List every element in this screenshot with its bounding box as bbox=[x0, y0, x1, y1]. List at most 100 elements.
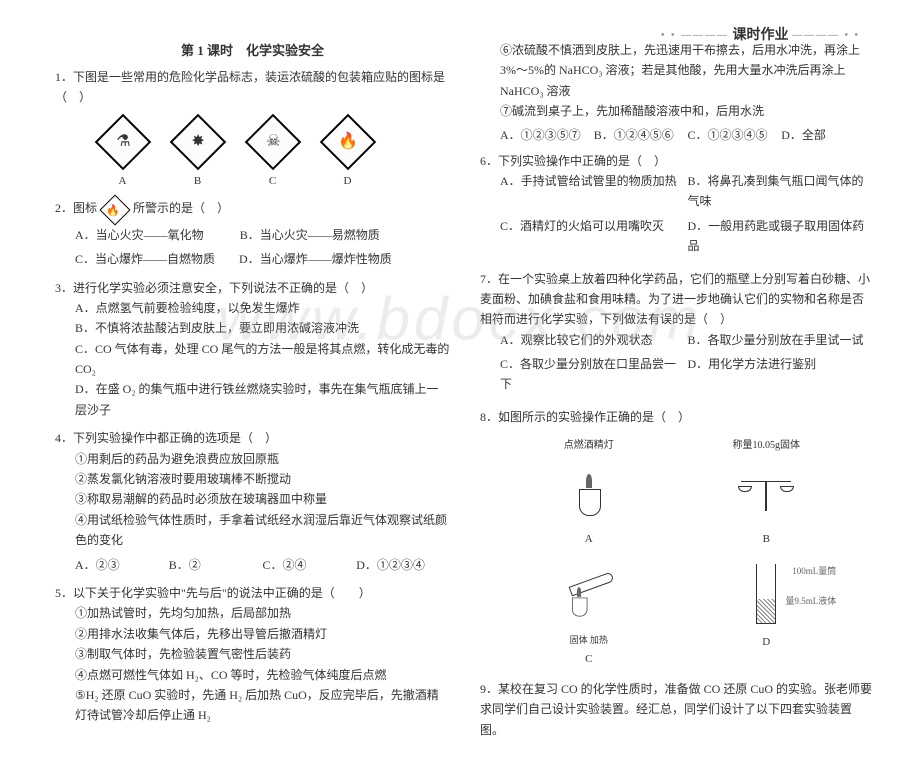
q2-post: 所警示的是（ ） bbox=[133, 201, 229, 215]
deco-right: ———— • • bbox=[792, 30, 860, 41]
header-title: 课时作业 bbox=[732, 28, 788, 43]
fig-d-label: D bbox=[706, 633, 826, 652]
q4-sub-2: ②蒸发氯化钠溶液时要用玻璃棒不断搅动 bbox=[75, 469, 450, 489]
q7-stem: 7．在一个实验桌上放着四种化学药品，它们的瓶壁上分别写着白砂糖、小麦面粉、加碘食… bbox=[480, 269, 875, 330]
q5-sub-6: ⑥浓硫酸不慎洒到皮肤上，先迅速用干布擦去，后用水冲洗，再涂上 3%～5%的 Na… bbox=[500, 40, 875, 101]
question-1: 1．下图是一些常用的危险化学品标志，装运浓硫酸的包装箱应贴的图标是（ ） ⚗ A… bbox=[55, 67, 450, 190]
fig-a-caption: 点燃酒精灯 bbox=[529, 437, 649, 454]
fig-b: 称量10.05g固体 B bbox=[706, 437, 826, 549]
q5-sub-2: ②用排水法收集气体后，先移出导管后撤酒精灯 bbox=[75, 624, 450, 644]
q2-options: A．当心火灾——氧化物 B．当心火灾——易燃物质 C．当心爆炸——自燃物质 D．… bbox=[75, 225, 450, 270]
q7-opt-b: B．各取少量分别放在手里试一试 bbox=[688, 330, 876, 350]
q8-stem: 8．如图所示的实验操作正确的是（ ） bbox=[480, 407, 875, 427]
q6-opt-a: A．手持试管给试管里的物质加热 bbox=[500, 171, 688, 212]
q3-opt-c: C．CO 气体有毒，处理 CO 尾气的方法一般是将其点燃，转化成无毒的 CO₂ bbox=[75, 339, 450, 380]
q6-opt-d: D．一般用药匙或镊子取用固体药品 bbox=[688, 216, 876, 257]
heat-tube-icon bbox=[549, 559, 629, 629]
question-6: 6．下列实验操作中正确的是（ ） A．手持试管给试管里的物质加热 B．将鼻孔凑到… bbox=[480, 151, 875, 261]
q4-opt-c: C．②④ bbox=[263, 555, 357, 575]
q5-opt-d: D．全部 bbox=[781, 126, 875, 143]
fig-c-label: C bbox=[529, 650, 649, 669]
q4-options: A．②③ B．② C．②④ D．①②③④ bbox=[75, 555, 450, 575]
q2-stem: 2．图标 所警示的是（ ） bbox=[55, 198, 450, 220]
inline-hazard-icon bbox=[99, 194, 130, 225]
q9-stem: 9．某校在复习 CO 的化学性质时，准备做 CO 还原 CuO 的实验。张老师要… bbox=[480, 679, 875, 740]
q4-opt-a: A．②③ bbox=[75, 555, 169, 575]
deco-left: • • ———— bbox=[661, 30, 729, 41]
question-7: 7．在一个实验桌上放着四种化学药品，它们的瓶壁上分别写着白砂糖、小麦面粉、加碘食… bbox=[480, 269, 875, 399]
left-column: 第 1 课时 化学实验安全 1．下图是一些常用的危险化学品标志，装运浓硫酸的包装… bbox=[40, 40, 465, 748]
question-2: 2．图标 所警示的是（ ） A．当心火灾——氧化物 B．当心火灾——易燃物质 C… bbox=[55, 198, 450, 269]
q1-stem: 1．下图是一些常用的危险化学品标志，装运浓硫酸的包装箱应贴的图标是（ ） bbox=[55, 67, 450, 108]
diamond-explosive-icon: ✸ bbox=[169, 113, 226, 170]
hazard-d: 🔥 D bbox=[323, 116, 373, 191]
q4-sub-1: ①用剩后的药品为避免浪费应放回原瓶 bbox=[75, 449, 450, 469]
fig-a-label: A bbox=[529, 530, 649, 549]
diamond-toxic-icon: ☠ bbox=[244, 113, 301, 170]
q3-opt-b: B．不慎将浓盐酸沾到皮肤上，要立即用浓碱溶液冲洗 bbox=[75, 318, 450, 338]
q5-stem: 5．以下关于化学实验中"先与后"的说法中正确的是（ ） bbox=[55, 583, 450, 603]
lamp-icon bbox=[549, 456, 629, 526]
q5-opt-b: B．①②④⑤⑥ bbox=[594, 126, 688, 143]
hazard-icons-row: ⚗ A ✸ B ☠ C 🔥 D bbox=[85, 116, 385, 191]
q2-opt-a: A．当心火灾——氧化物 bbox=[75, 228, 204, 242]
fig-d-cap1: 100mL量筒 bbox=[792, 564, 836, 579]
q4-opt-d: D．①②③④ bbox=[356, 555, 450, 575]
question-4: 4．下列实验操作中都正确的选项是（ ） ①用剩后的药品为避免浪费应放回原瓶 ②蒸… bbox=[55, 428, 450, 575]
hazard-b: ✸ B bbox=[173, 116, 223, 191]
fig-d: 100mL量筒 量9.5mL液体 D bbox=[706, 559, 826, 669]
q5-options: A．①②③⑤⑦ B．①②④⑤⑥ C．①②③④⑤ D．全部 bbox=[500, 126, 875, 143]
q3-stem: 3．进行化学实验必须注意安全，下列说法不正确的是（ ） bbox=[55, 278, 450, 298]
q7-opt-d: D．用化学方法进行鉴别 bbox=[688, 354, 876, 395]
q6-opt-b: B．将鼻孔凑到集气瓶口闻气体的气味 bbox=[688, 171, 876, 212]
q2-pre: 2．图标 bbox=[55, 201, 97, 215]
fig-a: 点燃酒精灯 A bbox=[529, 437, 649, 549]
q5-opt-c: C．①②③④⑤ bbox=[688, 126, 782, 143]
fig-d-cap2: 量9.5mL液体 bbox=[786, 594, 837, 609]
hazard-c: ☠ C bbox=[248, 116, 298, 191]
q6-options: A．手持试管给试管里的物质加热 B．将鼻孔凑到集气瓶口闻气体的气味 C．酒精灯的… bbox=[500, 171, 875, 261]
q5-sub-3: ③制取气体时，先检验装置气密性后装药 bbox=[75, 644, 450, 664]
q6-stem: 6．下列实验操作中正确的是（ ） bbox=[480, 151, 875, 171]
balance-icon bbox=[726, 456, 806, 526]
diamond-corrosive-icon: ⚗ bbox=[94, 113, 151, 170]
cylinder-icon: 100mL量筒 量9.5mL液体 bbox=[726, 559, 806, 629]
question-9: 9．某校在复习 CO 的化学性质时，准备做 CO 还原 CuO 的实验。张老师要… bbox=[480, 679, 875, 740]
q7-opt-a: A．观察比较它们的外观状态 bbox=[500, 330, 688, 350]
q7-opt-c: C．各取少量分别放在口里品尝一下 bbox=[500, 354, 688, 395]
fig-c: 固体 加热 C bbox=[529, 559, 649, 669]
q4-sub-3: ③称取易潮解的药品时必须放在玻璃器皿中称量 bbox=[75, 489, 450, 509]
diamond-flammable-icon: 🔥 bbox=[319, 113, 376, 170]
q7-options: A．观察比较它们的外观状态 B．各取少量分别放在手里试一试 C．各取少量分别放在… bbox=[500, 330, 875, 399]
lesson-title: 第 1 课时 化学实验安全 bbox=[55, 40, 450, 59]
question-5: 5．以下关于化学实验中"先与后"的说法中正确的是（ ） ①加热试管时，先均匀加热… bbox=[55, 583, 450, 726]
q5-sub-1: ①加热试管时，先均匀加热，后局部加热 bbox=[75, 603, 450, 623]
q4-opt-b: B．② bbox=[169, 555, 263, 575]
fig-row-1: 点燃酒精灯 A 称量10.05g固体 B bbox=[500, 437, 855, 549]
q2-opt-c: C．当心爆炸——自燃物质 bbox=[75, 252, 215, 266]
q3-opt-d: D．在盛 O₂ 的集气瓶中进行铁丝燃烧实验时，事先在集气瓶底铺上一层沙子 bbox=[75, 379, 450, 420]
q4-sub-4: ④用试纸检验气体性质时，手拿着试纸经水润湿后靠近气体观察试纸颜色的变化 bbox=[75, 510, 450, 551]
question-8: 8．如图所示的实验操作正确的是（ ） 点燃酒精灯 A 称量10.05g固体 B bbox=[480, 407, 875, 669]
right-column: ⑥浓硫酸不慎洒到皮肤上，先迅速用干布擦去，后用水冲洗，再涂上 3%～5%的 Na… bbox=[465, 40, 890, 748]
q5-sub-7: ⑦碱流到桌子上，先加稀醋酸溶液中和，后用水洗 bbox=[500, 101, 875, 121]
q5-sub-5: ⑤H₂ 还原 CuO 实验时，先通 H₂ 后加热 CuO，反应完毕后，先撤酒精灯… bbox=[75, 685, 450, 726]
label-a: A bbox=[98, 172, 148, 191]
label-d: D bbox=[323, 172, 373, 191]
q4-stem: 4．下列实验操作中都正确的选项是（ ） bbox=[55, 428, 450, 448]
page-content: 第 1 课时 化学实验安全 1．下图是一些常用的危险化学品标志，装运浓硫酸的包装… bbox=[0, 0, 920, 768]
q5-opt-a: A．①②③⑤⑦ bbox=[500, 126, 594, 143]
q2-opt-b: B．当心火灾——易燃物质 bbox=[240, 228, 380, 242]
hazard-a: ⚗ A bbox=[98, 116, 148, 191]
q5-sub-4: ④点燃可燃性气体如 H₂、CO 等时，先检验气体纯度后点燃 bbox=[75, 665, 450, 685]
fig-c-caption: 固体 加热 bbox=[529, 633, 649, 648]
fig-b-caption: 称量10.05g固体 bbox=[706, 437, 826, 454]
page-header: • • ———— 课时作业 ———— • • bbox=[661, 24, 860, 44]
label-b: B bbox=[173, 172, 223, 191]
question-3: 3．进行化学实验必须注意安全，下列说法不正确的是（ ） A．点燃氢气前要检验纯度… bbox=[55, 278, 450, 421]
fig-b-label: B bbox=[706, 530, 826, 549]
label-c: C bbox=[248, 172, 298, 191]
q3-opt-a: A．点燃氢气前要检验纯度，以免发生爆炸 bbox=[75, 298, 450, 318]
q2-opt-d: D．当心爆炸——爆炸性物质 bbox=[239, 252, 392, 266]
fig-row-2: 固体 加热 C 100mL量筒 量9.5mL液体 D bbox=[500, 559, 855, 669]
